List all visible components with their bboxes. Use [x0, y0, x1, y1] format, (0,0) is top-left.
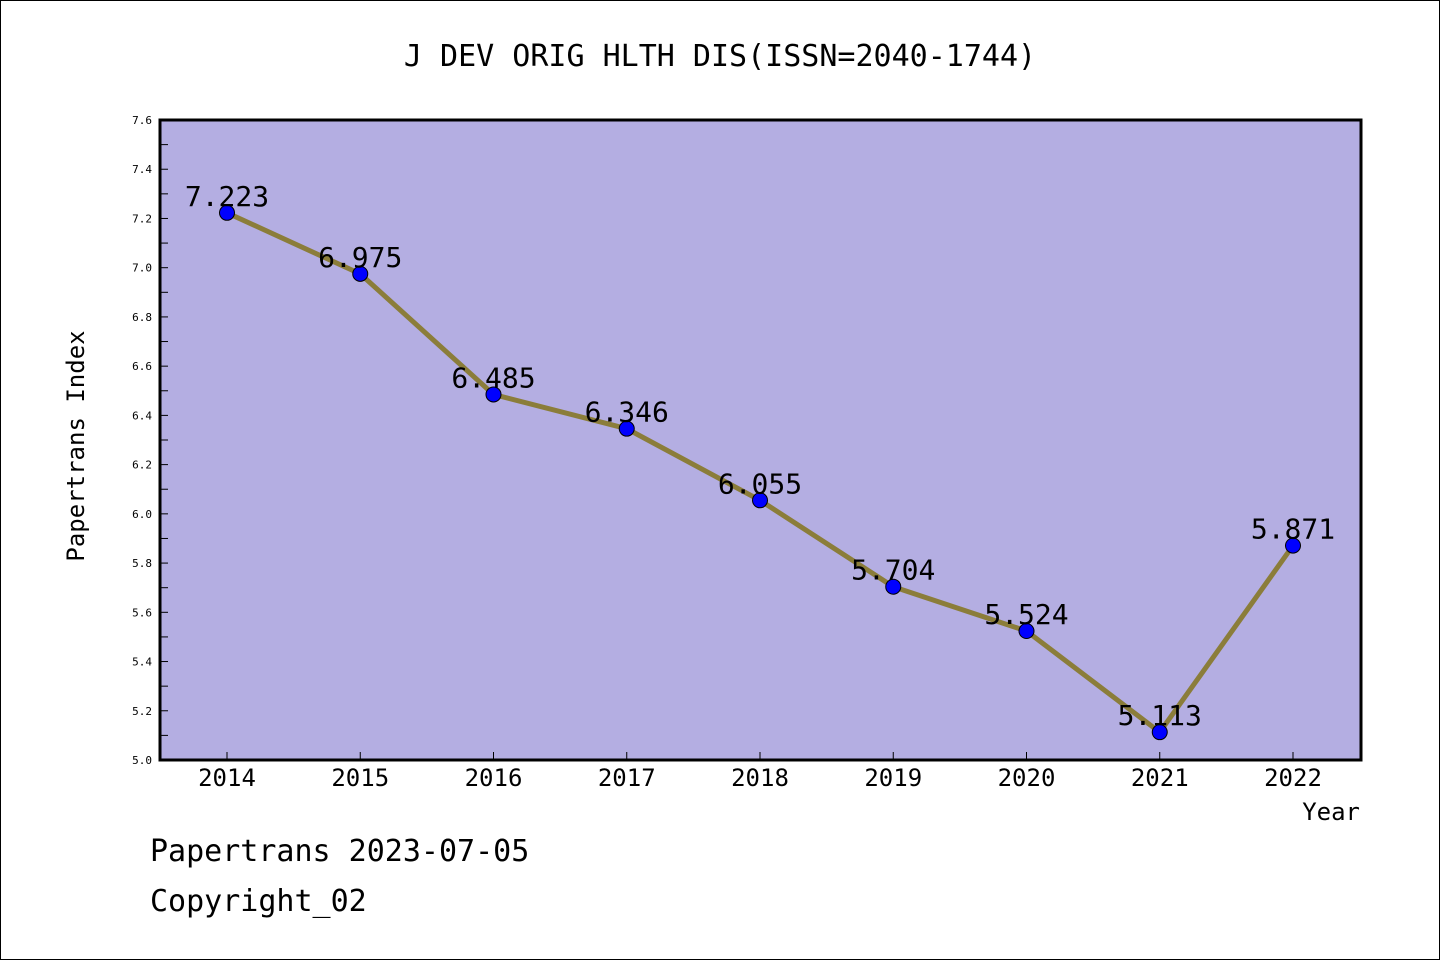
x-tick-label: 2016 — [465, 764, 523, 792]
x-tick-label: 2022 — [1264, 764, 1322, 792]
chart-title: J DEV ORIG HLTH DIS(ISSN=2040-1744) — [404, 39, 1036, 74]
y-tick-label: 5.2 — [132, 705, 152, 718]
x-tick-label: 2020 — [998, 764, 1056, 792]
footer-date: Papertrans 2023-07-05 — [150, 834, 530, 869]
x-axis: 2014 2015 2016 2017 2018 2019 2020 2021 2022 — [198, 752, 1322, 792]
x-tick-label: 2017 — [598, 764, 656, 792]
plot-area — [158, 118, 1363, 762]
x-tick-label: 2014 — [198, 764, 256, 792]
y-tick-label: 5.0 — [132, 754, 152, 767]
y-tick-label: 5.4 — [132, 656, 152, 669]
data-point-marker — [752, 492, 768, 509]
data-point-marker — [219, 204, 235, 221]
y-tick-label: 7.6 — [132, 114, 152, 127]
data-label: 6.346 — [585, 396, 669, 429]
data-label: 7.223 — [185, 180, 269, 213]
data-point-marker — [1018, 623, 1035, 640]
x-tick-label: 2019 — [864, 764, 922, 792]
data-point-marker — [1285, 537, 1301, 554]
series-group: 7.223 6.975 6.485 6.346 6.055 5.704 5.524 5.113… — [185, 180, 1335, 741]
data-label: 5.524 — [984, 598, 1068, 631]
data-label: 5.113 — [1118, 699, 1202, 732]
data-point-marker — [352, 265, 369, 282]
data-point-marker — [485, 386, 502, 403]
y-tick-label: 6.8 — [132, 311, 152, 324]
y-tick-label: 6.0 — [132, 508, 152, 521]
footer-copyright: Copyright_02 — [150, 884, 367, 919]
y-tick-label: 7.4 — [132, 163, 152, 176]
y-tick-label: 6.4 — [132, 409, 152, 422]
y-tick-label: 7.2 — [132, 212, 152, 225]
y-tick-label: 5.6 — [132, 606, 152, 619]
data-point-marker — [618, 420, 635, 437]
data-label: 6.055 — [718, 467, 802, 500]
x-axis-label: Year — [1302, 798, 1360, 826]
y-tick-label: 7.0 — [132, 262, 152, 275]
data-label: 5.871 — [1251, 513, 1335, 546]
x-tick-label: 2018 — [731, 764, 789, 792]
x-tick-label: 2015 — [331, 764, 389, 792]
data-label: 5.704 — [851, 554, 935, 587]
data-label: 6.975 — [318, 241, 402, 274]
data-point-marker — [1151, 724, 1168, 741]
y-axis: 5.0 5.2 5.4 5.6 5.8 6.0 6.2 6.4 6.6 6.8 7.0 7.2 7.4 7… — [132, 114, 168, 767]
y-tick-label: 6.6 — [132, 360, 152, 373]
y-tick-label: 6.2 — [132, 459, 152, 472]
data-point-marker — [885, 578, 902, 595]
data-label: 6.485 — [451, 361, 535, 394]
x-tick-label: 2021 — [1131, 764, 1189, 792]
y-axis-label: Papertrans Index — [62, 330, 90, 561]
y-tick-label: 5.8 — [132, 557, 152, 570]
